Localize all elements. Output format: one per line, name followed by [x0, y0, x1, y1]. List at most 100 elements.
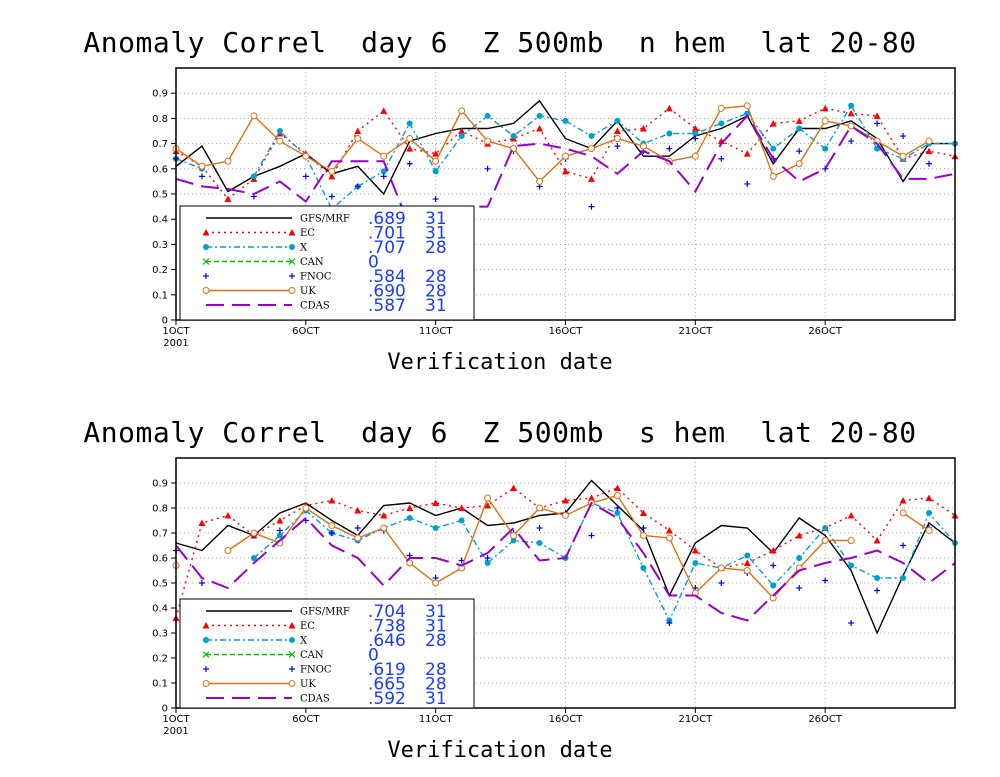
data-point: [926, 160, 933, 167]
data-point: [639, 532, 647, 539]
legend-score: .584: [368, 267, 406, 287]
series-line: [175, 114, 956, 231]
data-point: [821, 117, 829, 125]
data-point: [224, 157, 232, 165]
legend-name: EC: [300, 621, 315, 632]
data-point: [276, 128, 283, 134]
legend-item-cdas: CDAS .592 31: [206, 689, 447, 709]
data-point: [796, 125, 803, 132]
data-point: [328, 522, 336, 529]
x-axis-label: Verification date: [387, 350, 613, 375]
legend-name: UK: [300, 286, 316, 297]
legend-marker: [288, 680, 296, 687]
data-point: [796, 555, 803, 561]
data-point: [770, 562, 777, 569]
data-point: [925, 137, 933, 145]
data-point: [717, 104, 725, 112]
data-point: [925, 527, 933, 534]
legend-marker: [202, 229, 210, 236]
x-tick-label: 1OCT: [162, 714, 190, 725]
legend-marker: [288, 258, 296, 265]
y-tick-label: 0.7: [152, 529, 168, 540]
y-tick-label: 0.4: [152, 604, 168, 615]
data-point: [406, 160, 413, 167]
y-tick-label: 0.6: [152, 164, 168, 175]
data-point: [639, 509, 647, 516]
data-point: [328, 530, 335, 536]
series-line: [253, 502, 956, 623]
data-point: [406, 515, 413, 521]
data-point: [847, 109, 855, 117]
series-uk: [172, 102, 933, 185]
data-point: [666, 130, 673, 137]
legend-item-can: CAN 0: [202, 646, 379, 666]
data-point: [847, 122, 855, 130]
data-point: [795, 532, 803, 539]
data-point: [198, 519, 206, 526]
data-point: [354, 183, 361, 190]
data-point: [562, 117, 569, 124]
legend-item-gfs-mrf: GFS/MRF .689 31: [206, 209, 447, 229]
legend-marker: [288, 229, 296, 236]
legend-name: GFS/MRF: [300, 214, 350, 225]
data-point: [613, 135, 621, 143]
data-point: [718, 120, 725, 127]
x-tick-label: 16OCT: [549, 326, 584, 337]
legend-item-uk: UK .690 28: [202, 282, 447, 302]
data-point: [743, 567, 751, 574]
data-point: [380, 107, 388, 114]
data-point: [692, 135, 699, 142]
data-point: [536, 124, 544, 132]
series-group: [172, 479, 959, 635]
data-point: [822, 577, 829, 584]
y-tick-label: 0.2: [152, 654, 168, 665]
data-point: [665, 104, 673, 112]
data-point: [692, 560, 699, 566]
data-point: [458, 133, 465, 140]
x-tick-label: 16OCT: [549, 714, 584, 725]
data-point: [354, 525, 361, 531]
series-line: [175, 105, 930, 183]
legend-name: X: [300, 243, 308, 254]
legend-item-ec: EC .701 31: [202, 224, 447, 244]
legend-score: .665: [368, 675, 406, 695]
data-point: [848, 138, 855, 145]
data-point: [458, 504, 466, 511]
y-tick-label: 0.8: [152, 504, 168, 515]
data-point: [328, 172, 336, 180]
legend-name: CDAS: [300, 301, 330, 312]
data-point: [302, 152, 310, 160]
legend-name: X: [300, 636, 308, 647]
data-point: [354, 127, 362, 134]
data-point: [380, 512, 388, 519]
data-point: [848, 102, 855, 109]
data-point: [510, 532, 518, 539]
series-group: [172, 99, 959, 231]
data-point: [276, 517, 284, 524]
data-point: [587, 494, 595, 501]
legend-name: FNOC: [300, 665, 332, 676]
legend: GFS/MRF .704 31 EC .738 31 X .646 28 CAN 0 FNOC .619…: [179, 598, 475, 709]
legend-count: 31: [425, 224, 447, 244]
legend-score: .587: [368, 296, 406, 316]
data-point: [588, 532, 595, 539]
legend-name: UK: [300, 679, 316, 690]
y-tick-label: 0.9: [152, 479, 168, 490]
data-point: [665, 527, 673, 534]
x-tick-label: 11OCT: [419, 714, 454, 725]
y-tick-label: 0.5: [152, 190, 168, 201]
x-tick-label: 21OCT: [678, 326, 713, 337]
data-point: [380, 152, 388, 160]
data-point: [899, 152, 907, 160]
x-axis-label: Verification date: [387, 738, 613, 763]
series-line: [902, 512, 930, 532]
data-point: [614, 143, 621, 150]
legend-score: 0: [368, 646, 379, 666]
data-point: [744, 110, 751, 117]
data-point: [406, 504, 414, 511]
legend-name: EC: [300, 228, 315, 239]
chart-title: Anomaly Correl day 6 Z 500mb n hem lat 2…: [83, 26, 917, 59]
legend-score: .738: [368, 617, 406, 637]
data-point: [432, 150, 440, 157]
legend-marker: [203, 637, 209, 643]
